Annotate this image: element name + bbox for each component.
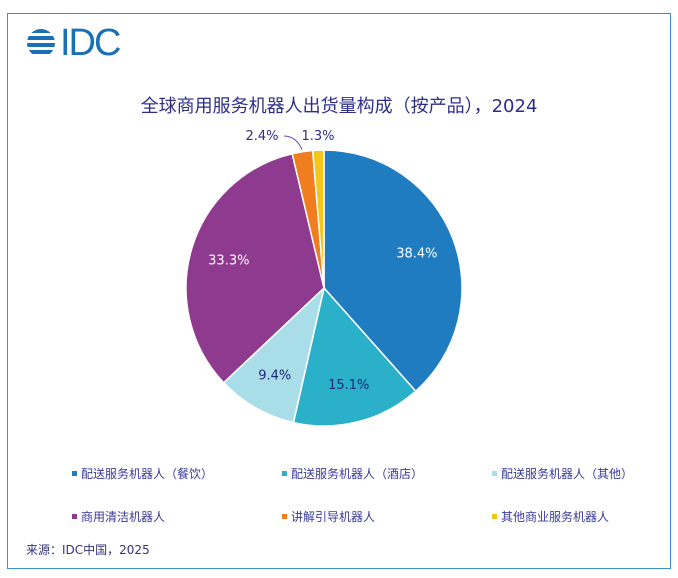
legend-label: 其他商业服务机器人 [501, 510, 610, 524]
slice-label: 38.4% [396, 247, 437, 262]
globe-icon [27, 29, 55, 54]
idc-logo: IDC [26, 22, 121, 64]
slice-label: 1.3% [301, 129, 334, 144]
pie-slice [185, 152, 325, 384]
legend-item: 配送服务机器人（酒店） [282, 465, 492, 482]
pie-slice [222, 285, 326, 424]
legend-label: 配送服务机器人（酒店） [291, 467, 424, 481]
chart-frame [7, 13, 671, 569]
pie-slice [311, 149, 325, 289]
legend: 配送服务机器人（餐饮） 配送服务机器人（酒店） 配送服务机器人（其他） 商用清洁机器人… [72, 465, 652, 525]
legend-label: 商用清洁机器人 [81, 510, 166, 524]
slice-label: 15.1% [328, 378, 369, 393]
legend-swatch [72, 514, 77, 519]
logo-text: IDC [60, 22, 121, 64]
legend-swatch [492, 514, 497, 519]
pie-slice [292, 286, 417, 427]
legend-item: 讲解引导机器人 [282, 508, 492, 525]
legend-label: 配送服务机器人（餐饮） [81, 467, 214, 481]
legend-item: 配送服务机器人（餐饮） [72, 465, 282, 482]
pie-slice [323, 149, 463, 393]
legend-swatch [282, 514, 287, 519]
legend-item: 配送服务机器人（其他） [492, 465, 662, 482]
source-note: 来源：IDC中国，2025 [26, 543, 150, 557]
chart-title: 全球商用服务机器人出货量构成（按产品），2024 [140, 96, 538, 117]
legend-item: 商用清洁机器人 [72, 508, 282, 525]
legend-swatch [72, 471, 77, 476]
legend-label: 配送服务机器人（其他） [501, 467, 634, 481]
slice-label: 2.4% [245, 129, 278, 144]
slice-label: 33.3% [208, 254, 249, 269]
legend-swatch [492, 471, 497, 476]
legend-item: 其他商业服务机器人 [492, 508, 662, 525]
slice-label: 9.4% [258, 368, 291, 383]
legend-swatch [282, 471, 287, 476]
legend-label: 讲解引导机器人 [291, 510, 376, 524]
leader-line [283, 135, 303, 150]
